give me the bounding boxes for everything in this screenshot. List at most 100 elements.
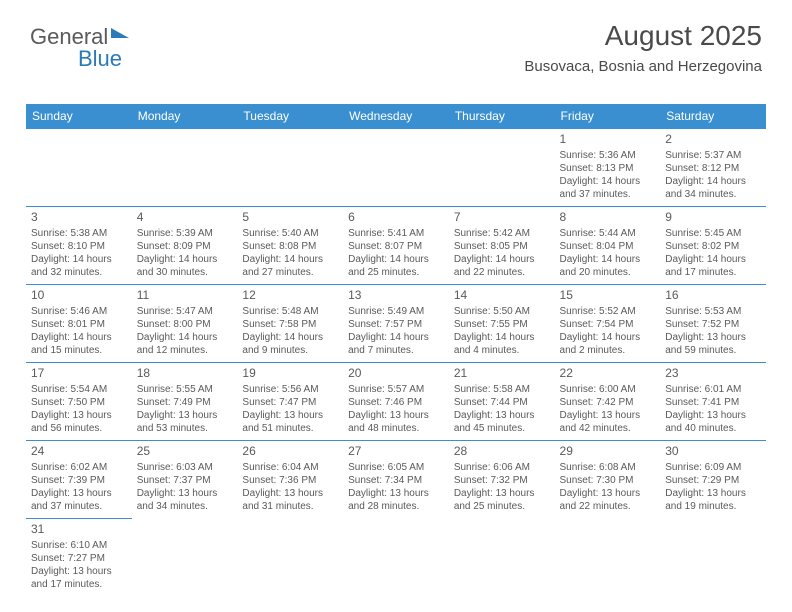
daylight-text: Daylight: 13 hours and 56 minutes.: [31, 409, 127, 435]
daylight-text: Daylight: 13 hours and 48 minutes.: [348, 409, 444, 435]
empty-cell: [555, 519, 661, 597]
daylight-text: Daylight: 13 hours and 45 minutes.: [454, 409, 550, 435]
day-number: 30: [665, 444, 761, 460]
day-number: 3: [31, 210, 127, 226]
daylight-text: Daylight: 14 hours and 22 minutes.: [454, 253, 550, 279]
day-number: 5: [242, 210, 338, 226]
sunset-text: Sunset: 7:58 PM: [242, 318, 338, 331]
day-header: Tuesday: [237, 104, 343, 129]
empty-cell: [132, 129, 238, 207]
daylight-text: Daylight: 13 hours and 40 minutes.: [665, 409, 761, 435]
calendar-row: 10Sunrise: 5:46 AMSunset: 8:01 PMDayligh…: [26, 285, 766, 363]
page-title: August 2025: [524, 20, 762, 52]
day-cell: 3Sunrise: 5:38 AMSunset: 8:10 PMDaylight…: [26, 207, 132, 285]
day-cell: 1Sunrise: 5:36 AMSunset: 8:13 PMDaylight…: [555, 129, 661, 207]
sunset-text: Sunset: 8:09 PM: [137, 240, 233, 253]
day-number: 7: [454, 210, 550, 226]
day-number: 23: [665, 366, 761, 382]
brand-logo: General Blue: [30, 24, 129, 50]
day-header: Friday: [555, 104, 661, 129]
empty-cell: [237, 129, 343, 207]
day-cell: 16Sunrise: 5:53 AMSunset: 7:52 PMDayligh…: [660, 285, 766, 363]
day-number: 9: [665, 210, 761, 226]
day-cell: 27Sunrise: 6:05 AMSunset: 7:34 PMDayligh…: [343, 441, 449, 519]
sunset-text: Sunset: 7:44 PM: [454, 396, 550, 409]
daylight-text: Daylight: 14 hours and 32 minutes.: [31, 253, 127, 279]
empty-cell: [449, 129, 555, 207]
sunrise-text: Sunrise: 5:41 AM: [348, 227, 444, 240]
sunset-text: Sunset: 8:07 PM: [348, 240, 444, 253]
daylight-text: Daylight: 13 hours and 19 minutes.: [665, 487, 761, 513]
day-number: 31: [31, 522, 127, 538]
sunrise-text: Sunrise: 5:44 AM: [560, 227, 656, 240]
day-cell: 29Sunrise: 6:08 AMSunset: 7:30 PMDayligh…: [555, 441, 661, 519]
sunrise-text: Sunrise: 5:42 AM: [454, 227, 550, 240]
day-cell: 8Sunrise: 5:44 AMSunset: 8:04 PMDaylight…: [555, 207, 661, 285]
calendar-row: 17Sunrise: 5:54 AMSunset: 7:50 PMDayligh…: [26, 363, 766, 441]
sunrise-text: Sunrise: 6:09 AM: [665, 461, 761, 474]
daylight-text: Daylight: 14 hours and 30 minutes.: [137, 253, 233, 279]
day-cell: 23Sunrise: 6:01 AMSunset: 7:41 PMDayligh…: [660, 363, 766, 441]
day-number: 10: [31, 288, 127, 304]
sunrise-text: Sunrise: 5:58 AM: [454, 383, 550, 396]
calendar-row: 31Sunrise: 6:10 AMSunset: 7:27 PMDayligh…: [26, 519, 766, 597]
sunset-text: Sunset: 7:46 PM: [348, 396, 444, 409]
sunrise-text: Sunrise: 6:05 AM: [348, 461, 444, 474]
day-number: 17: [31, 366, 127, 382]
daylight-text: Daylight: 13 hours and 28 minutes.: [348, 487, 444, 513]
day-number: 13: [348, 288, 444, 304]
day-cell: 15Sunrise: 5:52 AMSunset: 7:54 PMDayligh…: [555, 285, 661, 363]
sunset-text: Sunset: 8:01 PM: [31, 318, 127, 331]
empty-cell: [132, 519, 238, 597]
day-cell: 17Sunrise: 5:54 AMSunset: 7:50 PMDayligh…: [26, 363, 132, 441]
empty-cell: [660, 519, 766, 597]
sunrise-text: Sunrise: 6:08 AM: [560, 461, 656, 474]
day-cell: 9Sunrise: 5:45 AMSunset: 8:02 PMDaylight…: [660, 207, 766, 285]
day-number: 2: [665, 132, 761, 148]
daylight-text: Daylight: 13 hours and 34 minutes.: [137, 487, 233, 513]
daylight-text: Daylight: 14 hours and 12 minutes.: [137, 331, 233, 357]
calendar-head: SundayMondayTuesdayWednesdayThursdayFrid…: [26, 104, 766, 129]
calendar-table: SundayMondayTuesdayWednesdayThursdayFrid…: [26, 104, 766, 597]
day-number: 25: [137, 444, 233, 460]
sunset-text: Sunset: 7:47 PM: [242, 396, 338, 409]
day-cell: 13Sunrise: 5:49 AMSunset: 7:57 PMDayligh…: [343, 285, 449, 363]
daylight-text: Daylight: 14 hours and 7 minutes.: [348, 331, 444, 357]
sunset-text: Sunset: 8:00 PM: [137, 318, 233, 331]
day-number: 15: [560, 288, 656, 304]
day-cell: 4Sunrise: 5:39 AMSunset: 8:09 PMDaylight…: [132, 207, 238, 285]
daylight-text: Daylight: 14 hours and 17 minutes.: [665, 253, 761, 279]
sunset-text: Sunset: 7:49 PM: [137, 396, 233, 409]
empty-cell: [449, 519, 555, 597]
day-number: 11: [137, 288, 233, 304]
day-cell: 28Sunrise: 6:06 AMSunset: 7:32 PMDayligh…: [449, 441, 555, 519]
sunset-text: Sunset: 8:05 PM: [454, 240, 550, 253]
sunset-text: Sunset: 7:42 PM: [560, 396, 656, 409]
day-number: 4: [137, 210, 233, 226]
calendar-row: 24Sunrise: 6:02 AMSunset: 7:39 PMDayligh…: [26, 441, 766, 519]
sunrise-text: Sunrise: 6:03 AM: [137, 461, 233, 474]
sunrise-text: Sunrise: 5:50 AM: [454, 305, 550, 318]
day-number: 22: [560, 366, 656, 382]
day-cell: 11Sunrise: 5:47 AMSunset: 8:00 PMDayligh…: [132, 285, 238, 363]
empty-cell: [26, 129, 132, 207]
sunrise-text: Sunrise: 6:02 AM: [31, 461, 127, 474]
day-cell: 2Sunrise: 5:37 AMSunset: 8:12 PMDaylight…: [660, 129, 766, 207]
day-header: Wednesday: [343, 104, 449, 129]
sunset-text: Sunset: 7:34 PM: [348, 474, 444, 487]
sunset-text: Sunset: 7:27 PM: [31, 552, 127, 565]
day-number: 29: [560, 444, 656, 460]
day-cell: 22Sunrise: 6:00 AMSunset: 7:42 PMDayligh…: [555, 363, 661, 441]
day-number: 16: [665, 288, 761, 304]
sunset-text: Sunset: 7:57 PM: [348, 318, 444, 331]
day-number: 21: [454, 366, 550, 382]
empty-cell: [237, 519, 343, 597]
daylight-text: Daylight: 13 hours and 51 minutes.: [242, 409, 338, 435]
day-cell: 14Sunrise: 5:50 AMSunset: 7:55 PMDayligh…: [449, 285, 555, 363]
day-number: 6: [348, 210, 444, 226]
empty-cell: [343, 519, 449, 597]
daylight-text: Daylight: 14 hours and 9 minutes.: [242, 331, 338, 357]
sunrise-text: Sunrise: 5:39 AM: [137, 227, 233, 240]
sunset-text: Sunset: 7:29 PM: [665, 474, 761, 487]
daylight-text: Daylight: 14 hours and 27 minutes.: [242, 253, 338, 279]
